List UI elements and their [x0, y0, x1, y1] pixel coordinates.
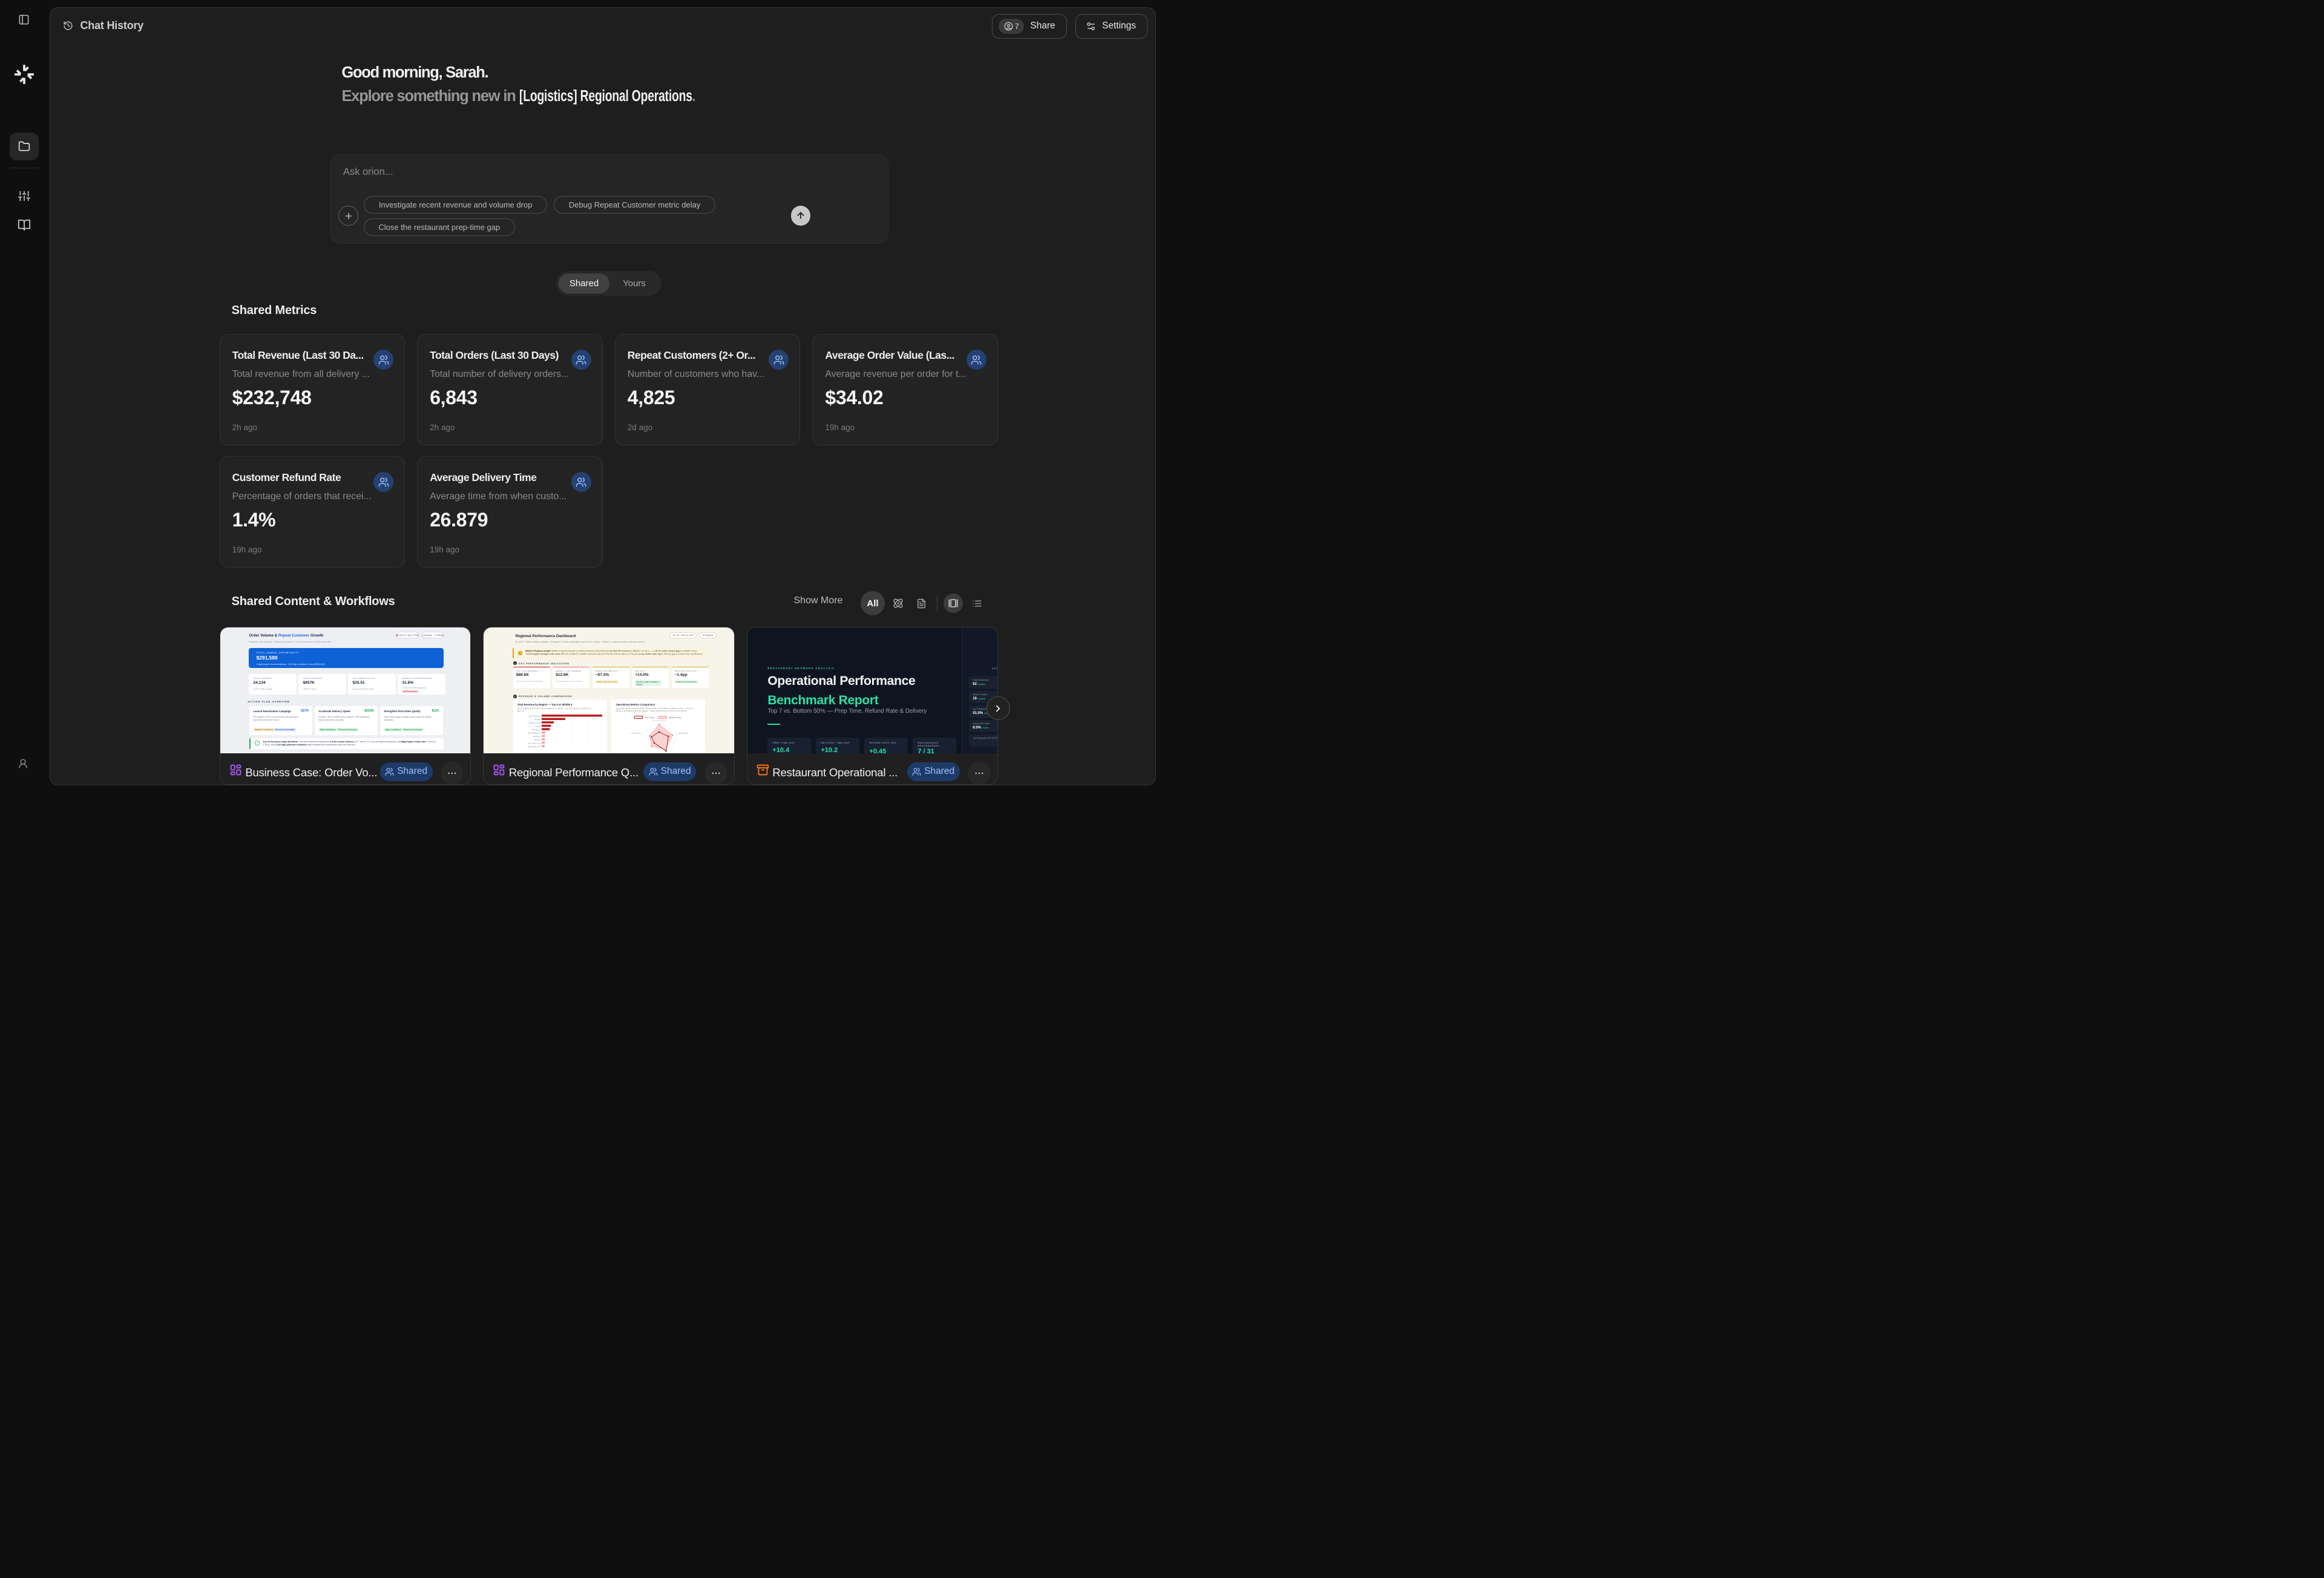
svg-text:Orange County: Orange County	[528, 722, 540, 724]
svg-text:Denver/Boulder: Denver/Boulder	[528, 732, 540, 735]
svg-text:Delivery Time (min): Delivery Time (min)	[631, 732, 640, 735]
svg-text:Avg Order Value ($): Avg Order Value ($)	[652, 720, 666, 721]
svg-text:Lake Tahoe Cty: Lake Tahoe Cty	[528, 742, 541, 745]
svg-text:Seattle: Seattle	[534, 718, 540, 721]
svg-text:San Francisco: San Francisco	[528, 715, 540, 718]
svg-text:Dallas: Dallas	[535, 725, 540, 728]
svg-text:Discount Rate (%): Discount Rate (%)	[678, 732, 688, 735]
svg-text:San Diego: San Diego	[531, 728, 540, 731]
svg-text:Chicago: Chicago	[534, 739, 540, 741]
svg-text:Washington DC: Washington DC	[527, 745, 540, 748]
svg-text:Brooklyn: Brooklyn	[533, 735, 540, 738]
